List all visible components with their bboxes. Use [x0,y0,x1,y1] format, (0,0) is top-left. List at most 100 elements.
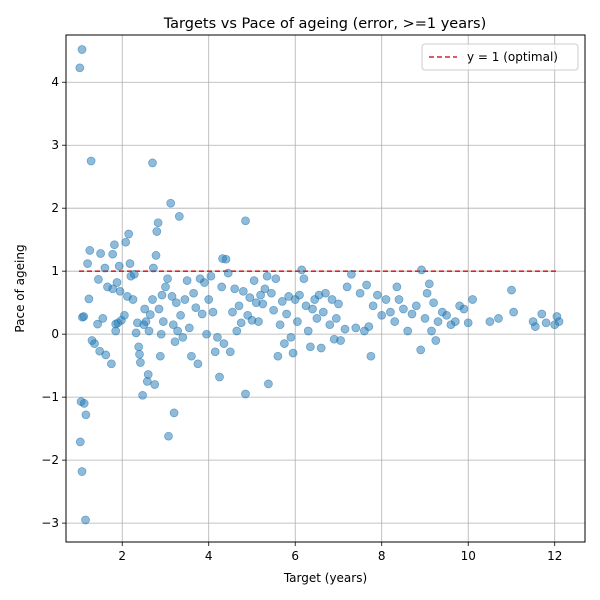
data-point [225,347,235,357]
y-tick-label: 1 [51,264,59,278]
data-point [364,322,374,331]
data-point [167,292,177,301]
data-point [541,318,551,328]
data-point [275,320,285,330]
data-point [299,274,309,284]
data-point [223,268,233,278]
data-point [213,332,222,342]
data-point [273,351,283,361]
data-point [129,269,139,279]
x-tick-label: 2 [118,549,126,563]
y-axis-label: Pace of ageing [13,244,27,332]
data-point [164,431,173,441]
data-point [327,295,337,304]
data-point [197,309,207,319]
data-point [176,310,185,320]
data-point [125,259,135,268]
data-point [134,342,144,352]
data-point [262,271,272,281]
data-point [154,304,164,314]
data-point [377,310,387,320]
data-point [204,295,214,304]
data-point [431,336,441,345]
y-tick-label: −1 [41,390,59,404]
plot-frame [65,34,586,543]
data-point [221,254,231,264]
data-point [386,307,395,317]
x-tick-label: 12 [547,549,562,563]
data-point [249,276,259,285]
data-point [485,317,495,326]
legend-box [421,43,579,71]
data-point [191,303,201,313]
data-point [152,227,162,236]
data-point [351,323,361,333]
data-point [124,229,134,239]
data-point [422,288,432,298]
data-point [81,410,91,420]
data-point [182,276,192,285]
data-point [288,348,298,358]
data-point [232,326,242,336]
data-point [141,317,151,326]
data-point [429,298,438,308]
data-point [269,305,278,315]
data-point [79,312,89,321]
data-point [110,240,119,250]
y-tick-label: −2 [41,453,59,467]
data-point [138,390,147,400]
data-point [390,317,400,326]
data-point [509,307,518,317]
data-point [75,63,85,73]
data-point [81,515,90,525]
data-point [128,295,138,304]
data-point [392,282,402,292]
y-tick-label: 0 [51,327,59,341]
data-point [158,317,168,326]
data-point [241,389,250,399]
data-point [463,318,473,328]
data-point [163,274,172,284]
data-point [193,359,203,369]
data-point [115,286,125,296]
data-point [362,280,371,290]
data-point [77,45,87,54]
data-point [260,284,270,294]
data-point [407,309,417,319]
data-point [321,288,330,298]
data-point [228,307,237,317]
data-point [530,322,540,331]
data-point [219,339,229,348]
data-point [286,332,296,342]
data-point [459,304,469,314]
legend: y = 1 (optimal) [421,43,579,71]
y-tick-label: 4 [51,75,59,89]
data-point [316,343,326,353]
data-point [236,318,246,328]
data-point [153,218,163,228]
x-tick-label: 4 [205,549,213,563]
data-point [271,274,281,284]
data-point [189,288,198,298]
data-point [312,314,322,323]
data-point [200,278,209,287]
data-point [171,298,181,308]
data-point [86,156,96,166]
data-point [90,339,99,348]
data-point [306,342,315,352]
data-point [136,358,145,367]
x-axis-label: Target (years) [283,571,367,585]
data-point [83,259,92,268]
data-point [293,317,302,326]
data-point [399,304,408,314]
x-tick-label: 8 [378,549,386,563]
data-point [178,332,188,342]
data-point [277,297,287,306]
data-point [494,314,503,323]
data-points [75,45,564,525]
data-point [96,249,105,258]
data-point [416,345,426,355]
data-point [420,314,430,323]
data-point [112,278,122,287]
